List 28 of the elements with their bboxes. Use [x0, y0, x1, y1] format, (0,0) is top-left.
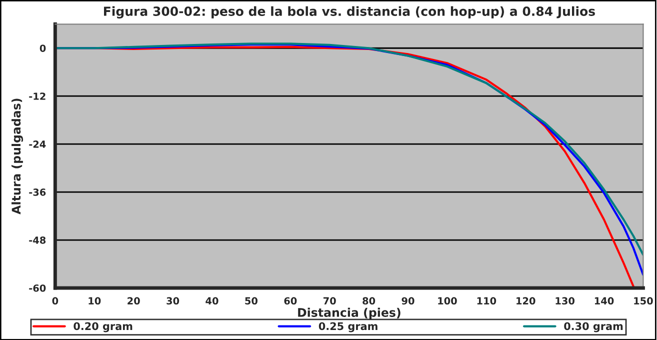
x-tick-label: 100	[438, 297, 457, 305]
x-tick-label: 150	[634, 297, 653, 305]
y-tick-label: -24	[29, 140, 46, 148]
x-tick-label: 20	[128, 297, 140, 305]
legend-label: 0.20 gram	[74, 322, 132, 332]
x-tick-label: 140	[594, 297, 614, 305]
y-tick-label: -48	[29, 236, 46, 244]
chart-title: Figura 300-02: peso de la bola vs. distancia (con hop-up) a 0.84 Julios	[104, 6, 595, 19]
legend-label: 0.30 gram	[564, 322, 623, 332]
x-tick-label: 90	[402, 297, 414, 305]
y-tick-label: -60	[29, 284, 46, 292]
x-tick-label: 120	[516, 297, 536, 305]
x-tick-label: 0	[52, 297, 58, 305]
x-tick-label: 10	[88, 297, 101, 305]
x-tick-label: 110	[477, 297, 496, 305]
x-tick-label: 60	[284, 297, 297, 305]
x-tick-label: 80	[362, 297, 376, 305]
y-tick-label: -36	[29, 188, 46, 196]
x-tick-label: 30	[166, 297, 180, 305]
x-tick-label: 70	[323, 297, 336, 305]
x-tick-label: 50	[245, 297, 258, 305]
legend-label: 0.25 gram	[318, 322, 378, 332]
x-tick-label: 130	[556, 297, 574, 305]
y-axis-title: Altura (pulgadas)	[12, 98, 24, 214]
y-tick-label: -12	[29, 92, 46, 100]
x-axis-title: Distancia (pies)	[298, 308, 400, 320]
x-tick-label: 40	[206, 297, 218, 305]
y-tick-label: 0	[40, 44, 46, 52]
